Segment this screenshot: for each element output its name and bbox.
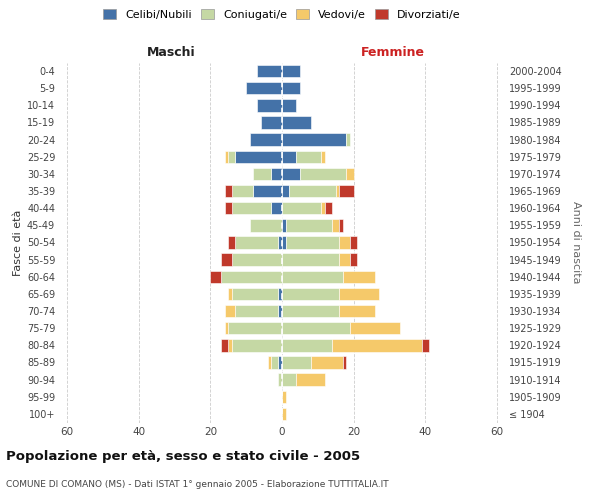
Bar	[282, 99, 296, 112]
Bar	[232, 339, 282, 351]
Bar	[250, 134, 282, 146]
Bar	[289, 185, 336, 197]
Bar	[339, 185, 353, 197]
Bar	[211, 270, 221, 283]
Bar	[225, 150, 228, 163]
Bar	[257, 99, 282, 112]
Bar	[346, 134, 350, 146]
Bar	[282, 236, 286, 248]
Bar	[232, 185, 253, 197]
Bar	[339, 305, 375, 317]
Bar	[282, 322, 350, 334]
Bar	[282, 82, 300, 94]
Y-axis label: Fasce di età: Fasce di età	[13, 210, 23, 276]
Bar	[339, 254, 350, 266]
Bar	[282, 254, 339, 266]
Bar	[271, 202, 282, 214]
Bar	[228, 322, 282, 334]
Bar	[268, 356, 271, 368]
Bar	[221, 339, 228, 351]
Bar	[343, 270, 375, 283]
Bar	[282, 116, 311, 128]
Bar	[322, 202, 325, 214]
Bar	[228, 150, 235, 163]
Bar	[225, 185, 232, 197]
Bar	[232, 254, 282, 266]
Bar	[332, 219, 339, 232]
Bar	[250, 219, 282, 232]
Bar	[286, 219, 332, 232]
Bar	[253, 185, 282, 197]
Bar	[278, 288, 282, 300]
Bar	[278, 305, 282, 317]
Bar	[282, 202, 322, 214]
Bar	[282, 356, 311, 368]
Bar	[282, 65, 300, 77]
Bar	[325, 202, 332, 214]
Bar	[282, 408, 286, 420]
Bar	[278, 356, 282, 368]
Bar	[253, 168, 271, 180]
Bar	[339, 219, 343, 232]
Bar	[350, 254, 357, 266]
Bar	[235, 150, 282, 163]
Bar	[422, 339, 429, 351]
Bar	[260, 116, 282, 128]
Bar	[350, 236, 357, 248]
Bar	[296, 374, 325, 386]
Bar	[282, 288, 339, 300]
Bar	[246, 82, 282, 94]
Bar	[228, 288, 232, 300]
Bar	[235, 236, 278, 248]
Bar	[343, 356, 346, 368]
Bar	[278, 236, 282, 248]
Bar	[282, 219, 286, 232]
Text: COMUNE DI COMANO (MS) - Dati ISTAT 1° gennaio 2005 - Elaborazione TUTTITALIA.IT: COMUNE DI COMANO (MS) - Dati ISTAT 1° ge…	[6, 480, 389, 489]
Bar	[346, 168, 353, 180]
Bar	[282, 270, 343, 283]
Text: Popolazione per età, sesso e stato civile - 2005: Popolazione per età, sesso e stato civil…	[6, 450, 360, 463]
Bar	[282, 374, 296, 386]
Bar	[282, 185, 289, 197]
Bar	[332, 339, 422, 351]
Bar	[278, 374, 282, 386]
Text: Femmine: Femmine	[361, 46, 425, 59]
Bar	[225, 322, 228, 334]
Bar	[282, 339, 332, 351]
Bar	[225, 305, 235, 317]
Bar	[228, 339, 232, 351]
Bar	[322, 150, 325, 163]
Bar	[282, 168, 300, 180]
Bar	[336, 185, 339, 197]
Bar	[286, 236, 339, 248]
Bar	[228, 236, 235, 248]
Bar	[339, 236, 350, 248]
Text: Maschi: Maschi	[146, 46, 196, 59]
Bar	[300, 168, 346, 180]
Bar	[271, 168, 282, 180]
Bar	[339, 288, 379, 300]
Bar	[296, 150, 322, 163]
Bar	[257, 65, 282, 77]
Bar	[225, 202, 232, 214]
Y-axis label: Anni di nascita: Anni di nascita	[571, 201, 581, 284]
Bar	[282, 390, 286, 403]
Bar	[282, 305, 339, 317]
Bar	[350, 322, 400, 334]
Bar	[282, 150, 296, 163]
Bar	[232, 288, 278, 300]
Bar	[271, 356, 278, 368]
Bar	[232, 202, 271, 214]
Bar	[221, 270, 282, 283]
Bar	[221, 254, 232, 266]
Bar	[235, 305, 278, 317]
Bar	[282, 134, 346, 146]
Bar	[311, 356, 343, 368]
Legend: Celibi/Nubili, Coniugati/e, Vedovi/e, Divorziati/e: Celibi/Nubili, Coniugati/e, Vedovi/e, Di…	[101, 7, 463, 22]
